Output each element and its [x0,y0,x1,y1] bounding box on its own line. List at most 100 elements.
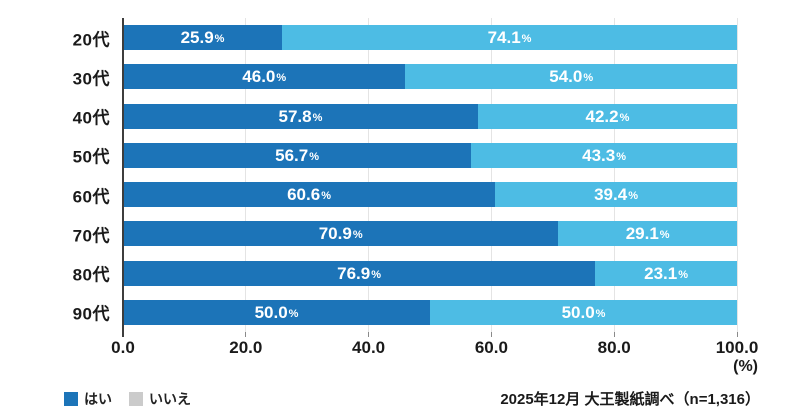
chart-row: 30代 46.0% 54.0% [73,57,737,96]
bar-segment-いいえ: 43.3% [471,142,737,168]
chart-row: 40代 57.8% 42.2% [73,97,737,136]
stacked-bar: 50.0% 50.0% [123,299,737,325]
chart-row: 80代 76.9% 23.1% [73,254,737,293]
percent-sign: % [312,111,323,124]
percent-sign: % [659,229,670,242]
bar-segment-はい: 76.9% [123,260,596,286]
stacked-bar: 76.9% 23.1% [123,260,737,286]
bar-segment-いいえ: 54.0% [405,64,737,90]
bar-segment-いいえ: 42.2% [477,103,737,129]
value-label: 42.2 [585,106,619,126]
x-axis-tickmark [736,332,738,337]
stacked-bar: 60.6% 39.4% [123,182,737,208]
plot-area: 20代 25.9% 74.1% 30代 46.0% 54.0% 40代 57.8% 42.2% 5… [73,18,738,337]
bar-segment-はい: 25.9% [123,25,283,51]
x-axis-tick-label: 0.0 [111,338,135,357]
percent-sign: % [678,268,688,281]
gridline [490,18,492,332]
value-label: 25.9 [180,28,214,48]
y-axis-line [122,18,124,337]
chart-row: 60代 60.6% 39.4% [73,175,737,214]
bar-segment-いいえ: 39.4% [495,182,737,208]
percent-sign: % [628,190,638,203]
value-label: 29.1 [625,224,659,244]
percent-sign: % [352,229,363,242]
x-axis-tickmark [490,332,492,337]
stacked-bar: 57.8% 42.2% [123,103,737,129]
x-axis-tickmark [368,332,370,337]
percent-sign: % [309,150,319,163]
plot-rows: 20代 25.9% 74.1% 30代 46.0% 54.0% 40代 57.8% 42.2% 5… [73,18,737,332]
legend-label: はい [84,391,112,407]
chart-row: 50代 56.7% 43.3% [73,136,737,175]
bar-segment-いいえ: 74.1% [282,25,737,51]
x-axis-tickmark [245,332,247,337]
bar-segment-はい: 46.0% [123,64,406,90]
bar-segment-はい: 70.9% [123,221,559,247]
gridline [736,18,738,332]
gridline [368,18,370,332]
bar-segment-はい: 56.7% [123,142,472,168]
value-label: 70.9 [318,224,352,244]
bar-segment-いいえ: 50.0% [430,299,737,325]
stacked-bar: 56.7% 43.3% [123,142,737,168]
chart-row: 90代 50.0% 50.0% [73,293,737,332]
percent-sign: % [288,307,299,320]
stacked-bar: 25.9% 74.1% [123,25,737,51]
bar-segment-はい: 60.6% [123,182,496,208]
x-axis-tick-label: 40.0 [352,338,386,357]
bar-segment-いいえ: 23.1% [595,260,737,286]
x-axis-tick-label: 80.0 [597,338,631,357]
legend: はい いいえ [64,389,191,409]
gridline [613,18,615,332]
value-label: 54.0 [549,67,583,87]
percent-sign: % [321,190,331,203]
x-axis-tick-label: 20.0 [229,338,263,357]
x-axis-tickmark [613,332,615,337]
category-label: 40代 [72,108,110,128]
percent-sign: % [276,72,287,85]
source-note: 2025年12月 大王製紙調べ（n=1,316） [500,391,760,408]
percent-sign: % [583,72,594,85]
legend-swatch [129,392,143,406]
category-label: 90代 [72,304,110,324]
legend-label: いいえ [149,391,191,407]
percent-sign: % [595,307,606,320]
bar-segment-いいえ: 29.1% [558,221,737,247]
value-label: 50.0 [561,302,595,322]
value-label: 43.3 [582,145,616,165]
value-label: 60.6 [287,185,321,205]
gridline [245,18,247,332]
value-label: 46.0 [242,67,276,87]
value-label: 57.8 [278,106,312,126]
value-label: 76.9 [337,263,371,283]
legend-item: はい [64,389,112,409]
category-label: 70代 [72,226,110,246]
x-axis-tick-label: 100.0 [715,338,759,357]
value-label: 23.1 [644,263,678,283]
stacked-bar: 70.9% 29.1% [123,221,737,247]
stacked-bar: 46.0% 54.0% [123,64,737,90]
legend-swatch [64,392,78,406]
legend-item: いいえ [129,389,191,409]
category-label: 20代 [72,30,110,50]
x-axis-unit-label: (%) [733,358,758,375]
percent-sign: % [214,33,225,46]
percent-sign: % [371,268,382,281]
category-label: 60代 [72,187,110,207]
value-label: 50.0 [254,302,288,322]
percent-sign: % [619,111,630,124]
bar-segment-はい: 50.0% [123,299,430,325]
value-label: 74.1 [487,28,521,48]
percent-sign: % [616,150,626,163]
percent-sign: % [521,33,532,46]
category-label: 50代 [72,147,110,167]
category-label: 80代 [72,265,110,285]
bar-segment-はい: 57.8% [123,103,478,129]
value-label: 56.7 [275,145,309,165]
x-axis-tick-label: 60.0 [474,338,508,357]
category-label: 30代 [72,69,110,89]
value-label: 39.4 [594,185,628,205]
chart-row: 20代 25.9% 74.1% [73,18,737,57]
